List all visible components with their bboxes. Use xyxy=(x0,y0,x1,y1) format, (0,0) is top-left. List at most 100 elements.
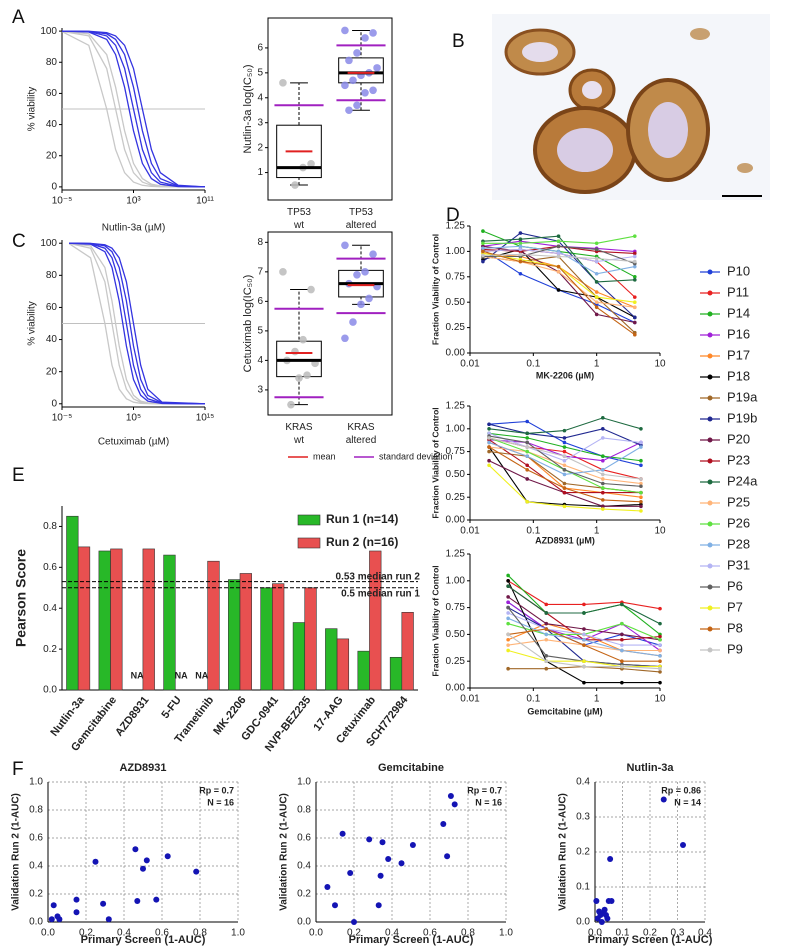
x-tick-label: 1 xyxy=(594,526,600,537)
x-tick-label: 0.0 xyxy=(588,928,602,939)
data-point xyxy=(351,919,357,925)
data-point xyxy=(361,268,369,276)
annotation: N = 16 xyxy=(475,797,502,807)
series-point xyxy=(632,259,637,264)
x-tick-label: 0.1 xyxy=(526,526,540,537)
data-point xyxy=(345,56,353,65)
series-point xyxy=(506,595,510,599)
panel-label: E xyxy=(12,465,25,486)
series-point xyxy=(582,637,586,642)
series-point xyxy=(556,288,561,292)
y-tick-label: 80 xyxy=(46,57,58,68)
data-point xyxy=(341,26,349,35)
series-point xyxy=(518,231,523,235)
x-axis-label: MK-2206 (µM) xyxy=(536,370,594,380)
data-point xyxy=(444,853,451,860)
y-tick-label: 0.0 xyxy=(43,685,57,696)
series-point xyxy=(582,659,586,663)
data-point xyxy=(607,856,614,862)
y-tick-label: 0.50 xyxy=(446,297,466,308)
y-tick-label: 0.00 xyxy=(446,683,466,694)
series-point xyxy=(658,654,662,658)
x-axis-label: Primary Screen (1-AUC) xyxy=(588,934,713,946)
y-tick-label: 0.25 xyxy=(446,322,466,333)
series-point xyxy=(481,246,485,251)
data-point xyxy=(193,868,200,875)
data-point xyxy=(92,858,99,865)
data-point xyxy=(366,836,373,843)
legend-label: P31 xyxy=(727,557,750,572)
series-point xyxy=(544,654,549,658)
series-point xyxy=(481,249,485,254)
y-tick-label: 0.00 xyxy=(446,515,466,526)
x-tick-label: 10 xyxy=(654,694,666,705)
legend-marker xyxy=(707,584,713,590)
panel-label: C xyxy=(12,231,26,252)
data-point xyxy=(385,856,392,862)
legend-marker xyxy=(707,269,713,275)
data-point xyxy=(341,334,349,343)
series-point xyxy=(544,632,549,637)
data-point xyxy=(349,318,357,326)
series-point xyxy=(594,295,599,299)
bar xyxy=(304,587,317,691)
series-point xyxy=(582,664,586,669)
series-point xyxy=(487,440,491,445)
y-tick-label: 4 xyxy=(257,355,263,366)
series-point xyxy=(601,498,605,502)
y-tick-label: 0.75 xyxy=(446,446,466,457)
data-point xyxy=(608,898,615,904)
series-point xyxy=(601,436,605,440)
legend-label: P20 xyxy=(727,431,750,446)
y-axis-label: Pearson Score xyxy=(13,549,29,647)
y-tick-label: 0.25 xyxy=(446,492,466,503)
series-point xyxy=(518,271,523,276)
y-tick-label: 0 xyxy=(51,182,57,193)
legend-marker xyxy=(707,458,713,464)
series-point xyxy=(658,643,662,647)
series-point xyxy=(562,472,567,477)
series-point xyxy=(481,229,485,233)
series-point xyxy=(632,278,637,282)
y-tick-label: 1.0 xyxy=(297,777,311,788)
series-point xyxy=(506,632,510,637)
x-axis-label: Primary Screen (1-AUC) xyxy=(81,934,206,946)
data-point xyxy=(451,801,458,808)
bar xyxy=(292,622,306,691)
data-point xyxy=(365,294,373,303)
y-tick-label: 0.6 xyxy=(29,833,43,844)
value-label: NA xyxy=(175,670,188,680)
y-tick-label: 20 xyxy=(46,150,58,161)
series-point xyxy=(506,600,510,605)
x-tick-label: 10 xyxy=(654,359,666,370)
series-point xyxy=(639,427,643,431)
y-tick-label: 80 xyxy=(46,270,58,281)
series-point xyxy=(620,648,624,653)
data-point xyxy=(447,793,454,799)
data-point xyxy=(279,79,287,87)
x-tick-label: 0.2 xyxy=(347,928,361,939)
legend-marker xyxy=(707,332,713,338)
histology-image xyxy=(492,14,770,200)
series-point xyxy=(582,611,586,615)
legend-label: P8 xyxy=(727,620,743,635)
legend-marker xyxy=(707,290,713,296)
bar xyxy=(260,587,273,691)
y-tick-label: 0.3 xyxy=(576,812,590,823)
legend-label: P11 xyxy=(727,284,749,299)
y-tick-label: 0.8 xyxy=(297,805,311,816)
series-point xyxy=(639,490,643,495)
x-tick-label: 0.8 xyxy=(193,928,207,939)
series-point xyxy=(594,241,599,246)
tissue-lumen xyxy=(582,81,602,99)
x-axis-label: Gemcitabine (µM) xyxy=(527,706,602,716)
legend-marker xyxy=(707,563,713,569)
x-tick-label: 0.0 xyxy=(309,928,323,939)
y-tick-label: 0.00 xyxy=(446,348,466,359)
y-tick-label: 8 xyxy=(257,237,263,248)
legend-swatch xyxy=(297,537,321,549)
y-tick-label: 100 xyxy=(40,238,57,249)
y-tick-label: 0.6 xyxy=(43,562,57,573)
series-point xyxy=(525,445,529,449)
series-point xyxy=(658,659,662,663)
